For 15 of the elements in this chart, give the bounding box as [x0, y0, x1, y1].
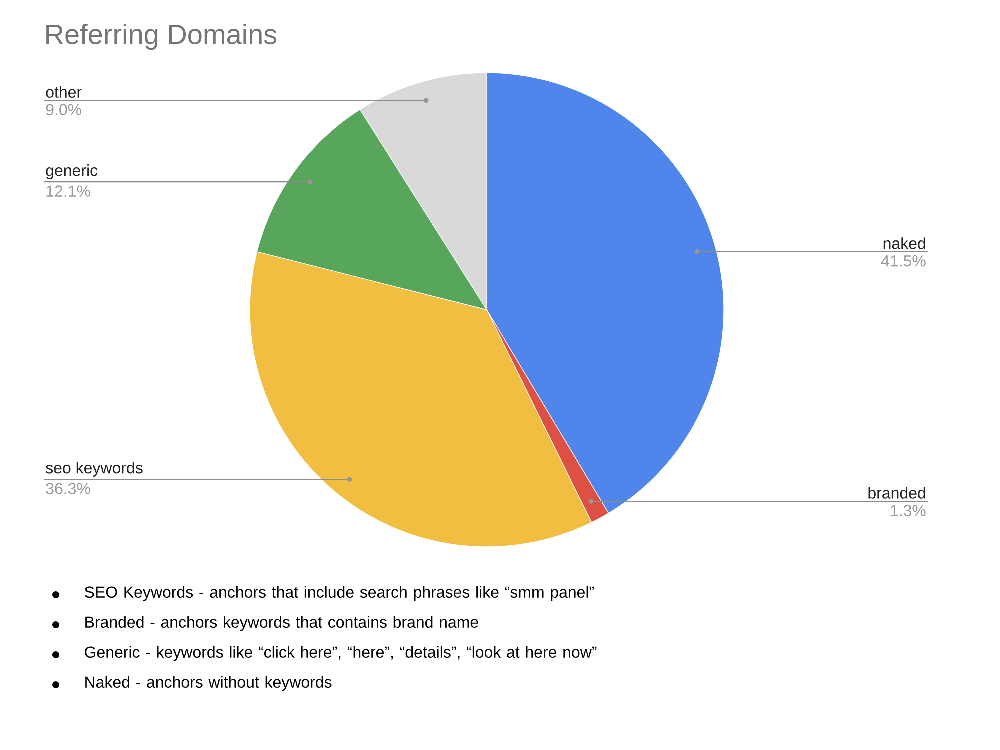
slice-label: seo keywords: [46, 462, 143, 477]
data-label: 9.0%: [46, 104, 82, 116]
text: Branded - anchors keywords that contains brand name: [86, 616, 478, 632]
data-label: 1.3%: [891, 505, 926, 516]
slice-label: branded: [868, 487, 926, 499]
text: Generic - keywords like “click here”, “here”, “details”, “look at here now”: [85, 646, 597, 662]
text: SEO Keywords - anchors that include search phrases like “smm panel”: [85, 586, 594, 602]
slice-label: naked: [884, 238, 926, 250]
text: Naked - anchors without keywords: [86, 676, 332, 692]
data-label: 41.5%: [881, 256, 926, 267]
data-label: 36.3%: [46, 483, 90, 494]
slice-label: generic: [46, 164, 98, 180]
chart-title: Referring Domains: [46, 24, 277, 50]
slice-label: other: [46, 86, 82, 98]
data-label: 12.1%: [46, 186, 90, 197]
